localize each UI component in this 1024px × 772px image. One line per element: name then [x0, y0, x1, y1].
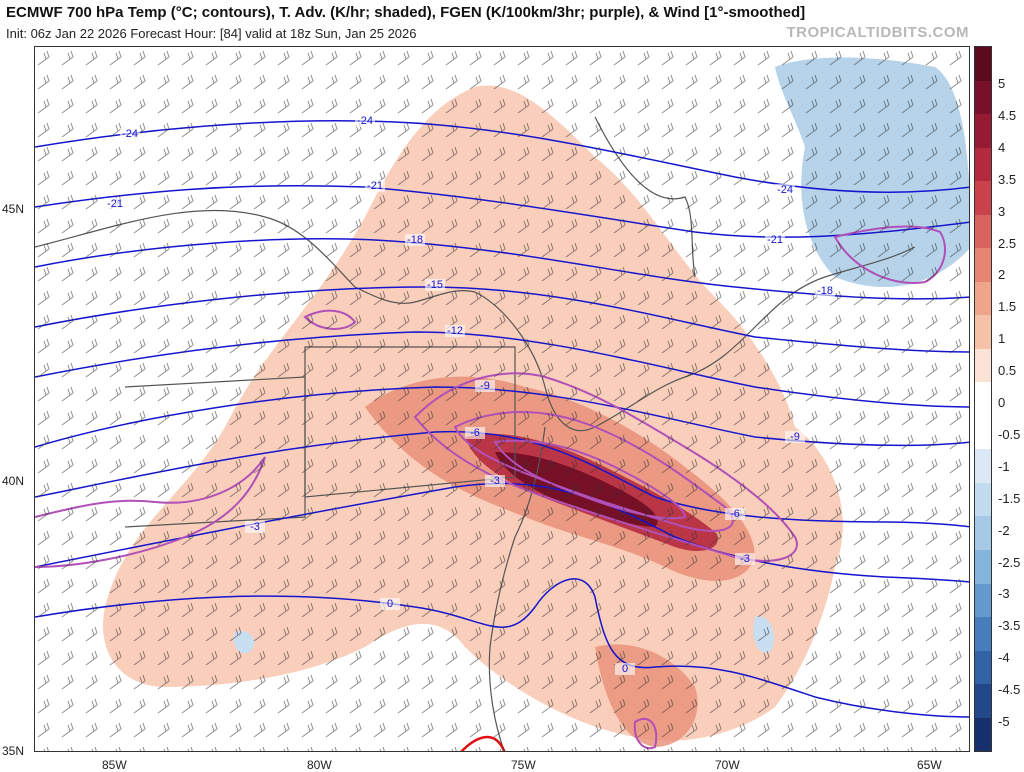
colorbar-segment [975, 248, 991, 282]
lon-label-80w: 80W [307, 758, 332, 772]
colorbar-segment [975, 583, 991, 618]
colorbar [974, 46, 992, 752]
colorbar-tick-label: -0.5 [998, 426, 1021, 442]
colorbar-tick-label: 3.5 [998, 171, 1017, 187]
lat-label-35n: 35N [2, 744, 25, 758]
colorbar-segment [975, 549, 991, 584]
colorbar-segment [975, 315, 991, 349]
temperature-contour-labels: -24 -24 -24 -21 -21 -21 -18 -18 -15 -12 -9 -9 -6 -6 -3… [105, 115, 835, 675]
lat-label-45n: 45N [2, 202, 25, 216]
lon-label-75w: 75W [511, 758, 536, 772]
temperature-contour-label: -24 [357, 115, 373, 127]
colorbar-tick-label: -3.5 [998, 618, 1021, 634]
wind-barbs [35, 47, 969, 751]
temperature-contour-label: -21 [767, 234, 783, 246]
colorbar-tick-label: -1.5 [998, 490, 1021, 506]
colorbar-tick-label: -3 [998, 586, 1010, 602]
colorbar-tick-label: 4.5 [998, 107, 1017, 123]
lat-label-40n: 40N [2, 474, 25, 488]
temperature-contour-label: -6 [730, 508, 740, 520]
temperature-contour-label: -6 [470, 427, 480, 439]
colorbar-tick-label: 5 [998, 76, 1006, 91]
temperature-contour-label: -3 [490, 475, 500, 487]
colorbar-tick-label: 2 [998, 267, 1006, 283]
temperature-contour-label: -3 [250, 521, 260, 533]
colorbar-segment [975, 415, 991, 450]
colorbar-segment [975, 717, 991, 752]
colorbar-segment [975, 47, 991, 81]
temperature-contour-label: -9 [790, 431, 800, 443]
colorbar-segment [975, 516, 991, 550]
temperature-contour-label: -24 [777, 184, 793, 196]
colorbar-segment [975, 617, 991, 651]
temperature-contour-label: -18 [817, 285, 833, 297]
colorbar-segment [975, 281, 991, 316]
colorbar-segment [975, 214, 991, 249]
temperature-contour-label: 0 [622, 663, 628, 675]
colorbar-tick-label: -4.5 [998, 682, 1021, 698]
colorbar-segment [975, 181, 991, 215]
chart-subtitle: Init: 06z Jan 22 2026 Forecast Hour: [84… [6, 26, 417, 41]
colorbar-tick-label: -2.5 [998, 554, 1021, 570]
colorbar-tick-label: -4 [998, 650, 1010, 666]
temperature-contour-label: -12 [447, 325, 463, 337]
colorbar-tick-label: -1 [998, 458, 1010, 474]
lon-label-70w: 70W [715, 758, 740, 772]
chart-title: ECMWF 700 hPa Temp (°C; contours), T. Ad… [6, 4, 806, 21]
temperature-contour-label: -18 [407, 234, 423, 246]
temperature-contour-label: -21 [367, 180, 383, 192]
colorbar-tick-label: -5 [998, 714, 1010, 729]
colorbar-segment [975, 650, 991, 685]
temperature-contour-label: 0 [387, 598, 393, 610]
colorbar-tick-label: 4 [998, 139, 1006, 155]
colorbar-segment [975, 114, 991, 148]
colorbar-segment [975, 80, 991, 115]
colorbar-tick-label: 1 [998, 331, 1006, 347]
colorbar-segment [975, 382, 991, 416]
colorbar-segment [975, 348, 991, 383]
colorbar-tick-label: 3 [998, 203, 1006, 219]
colorbar-segment [975, 684, 991, 718]
lon-label-85w: 85W [102, 758, 127, 772]
colorbar-tick-label: 2.5 [998, 235, 1017, 251]
colorbar-segment [975, 147, 991, 182]
weather-map: -24 -24 -24 -21 -21 -21 -18 -18 -15 -12 -9 -9 -6 -6 -3… [34, 46, 970, 752]
colorbar-segment [975, 449, 991, 483]
temperature-contour-label: -3 [740, 553, 750, 565]
colorbar-segment [975, 482, 991, 517]
colorbar-tick-label: 0.5 [998, 363, 1017, 379]
map-layers: -24 -24 -24 -21 -21 -21 -18 -18 -15 -12 -9 -9 -6 -6 -3… [35, 47, 969, 751]
watermark: TROPICALTIDBITS.COM [786, 24, 969, 41]
colorbar-tick-label: -2 [998, 522, 1010, 538]
temperature-contour-label: -15 [427, 279, 443, 291]
temperature-contour-label: -9 [480, 380, 490, 392]
temperature-contour-label: -21 [107, 198, 123, 210]
temperature-contour-label: -24 [122, 128, 138, 140]
colorbar-tick-label: 0 [998, 395, 1006, 410]
lon-label-65w: 65W [917, 758, 942, 772]
colorbar-tick-label: 1.5 [998, 299, 1017, 315]
